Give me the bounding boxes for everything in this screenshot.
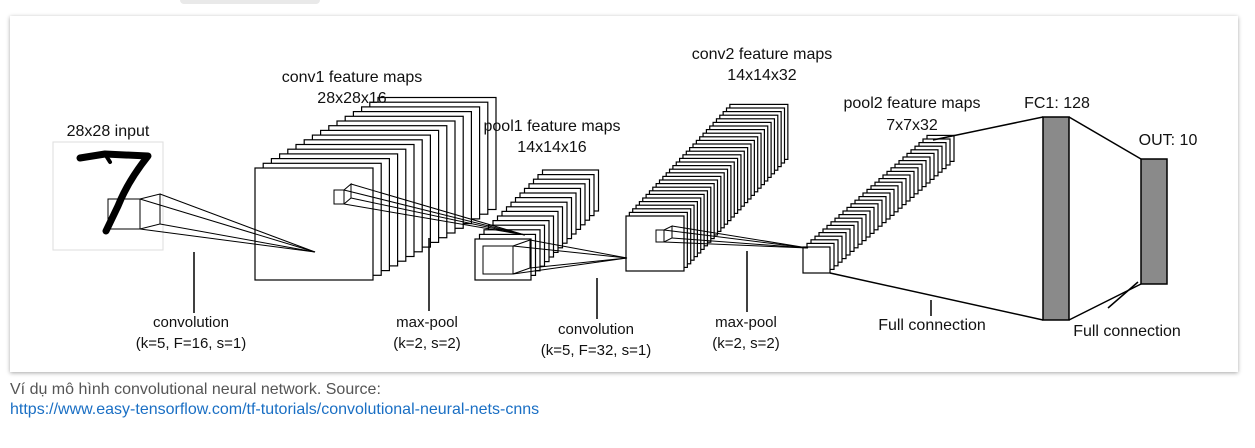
pool2-stack-layer	[802, 246, 831, 274]
input-image	[52, 141, 164, 251]
op-conv1-params: (k=5, F=16, s=1)	[136, 335, 246, 352]
out-layer	[1140, 158, 1168, 285]
op-pool1-name: max-pool	[396, 314, 458, 331]
op-pool2-params: (k=2, s=2)	[712, 335, 780, 352]
op-pool1-params: (k=2, s=2)	[393, 335, 461, 352]
conv1-size: 28x28x16	[317, 90, 386, 107]
pointer-lines	[193, 238, 1139, 319]
fc1-layer	[1042, 116, 1070, 321]
conv2-title: conv2 feature maps	[692, 46, 833, 63]
op-fc1-label: Full connection	[878, 317, 986, 334]
op-conv2-name: convolution	[558, 321, 634, 338]
out-label: OUT: 10	[1139, 132, 1198, 149]
cnn-diagram: 28x28 input	[52, 46, 1198, 359]
conv1-receptive-lines	[139, 193, 316, 253]
conv1-title: conv1 feature maps	[282, 69, 423, 86]
op-conv1-name: convolution	[153, 314, 229, 331]
feature-map-stacks	[254, 96, 955, 281]
conv2-receptive-lines	[482, 239, 628, 275]
op-conv2-params: (k=5, F=32, s=1)	[541, 342, 651, 359]
top-shade	[180, 0, 320, 4]
figure-card: 28x28 input	[10, 16, 1238, 372]
pool1-size: 14x14x16	[517, 139, 586, 156]
caption-text: Ví dụ mô hình convolutional neural netwo…	[10, 381, 381, 398]
op-pool2-name: max-pool	[715, 314, 777, 331]
conv2-stack	[625, 103, 789, 272]
source-link[interactable]: https://www.easy-tensorflow.com/tf-tutor…	[10, 401, 540, 418]
fc1-connection-lines	[829, 116, 1044, 321]
pool2-size: 7x7x32	[886, 117, 938, 134]
op-fc2-label: Full connection	[1073, 323, 1181, 340]
fc1-label: FC1: 128	[1024, 95, 1090, 112]
pool1-title: pool1 feature maps	[484, 118, 621, 135]
pool2-window	[655, 225, 809, 249]
input-label: 28x28 input	[67, 123, 150, 140]
pool2-stack	[802, 134, 955, 274]
pool1-window	[333, 182, 526, 236]
conv1-stack-layer	[254, 167, 374, 281]
conv2-size: 14x14x32	[727, 67, 796, 84]
figure-caption: Ví dụ mô hình convolutional neural netwo…	[10, 380, 1210, 420]
pool2-title: pool2 feature maps	[844, 95, 981, 112]
conv2-stack-layer	[625, 215, 685, 272]
conv1-stack	[254, 96, 497, 281]
